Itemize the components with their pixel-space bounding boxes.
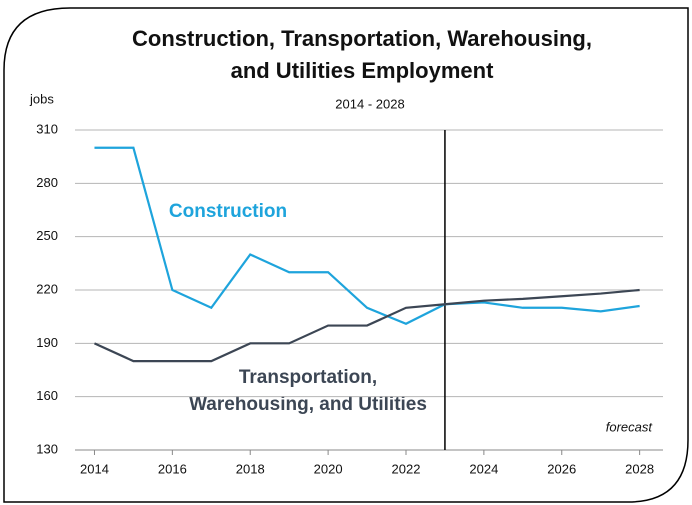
annotation: forecast (606, 419, 654, 434)
frame (3, 7, 689, 503)
annotation: Construction (169, 201, 287, 222)
x-tick-label: 2014 (80, 461, 109, 476)
series-line (94, 146, 640, 325)
series-line (94, 288, 640, 363)
y-tick-label: 160 (36, 388, 58, 403)
x-tick-label: 2020 (314, 461, 343, 476)
y-axis-label: jobs (29, 91, 54, 106)
x-tick-label: 2022 (392, 461, 421, 476)
y-tick-label: 130 (36, 441, 58, 456)
x-tick-label: 2024 (469, 461, 498, 476)
annotation: Transportation, (239, 367, 377, 388)
chart-title: and Utilities Employment (231, 58, 494, 83)
chart-subtitle: 2014 - 2028 (335, 96, 404, 111)
x-tick-label: 2026 (547, 461, 576, 476)
y-tick-label: 190 (36, 335, 58, 350)
chart-title: Construction, Transportation, Warehousin… (132, 26, 592, 51)
annotation: Warehousing, and Utilities (189, 394, 427, 415)
x-tick-label: 2028 (625, 461, 654, 476)
y-tick-label: 220 (36, 281, 58, 296)
x-tick-label: 2018 (236, 461, 265, 476)
y-tick-label: 280 (36, 175, 58, 190)
x-tick-label: 2016 (158, 461, 187, 476)
y-tick-label: 250 (36, 228, 58, 243)
y-tick-label: 310 (36, 121, 58, 136)
